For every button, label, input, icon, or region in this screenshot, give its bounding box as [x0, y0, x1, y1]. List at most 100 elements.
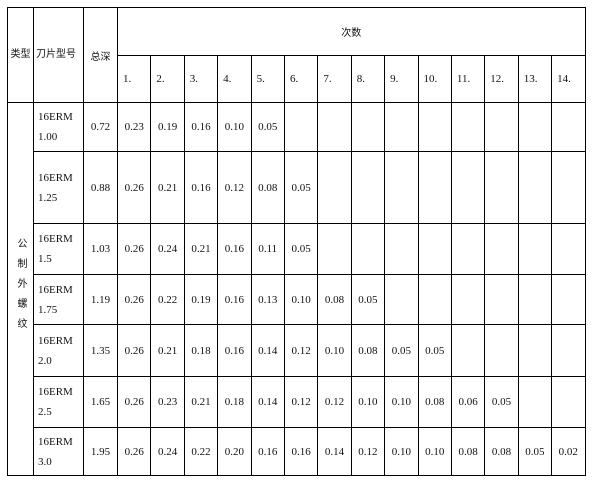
table-row: 16ERM 2.5 1.65 0.26 0.23 0.21 0.18 0.14 0.12 0.1… — [8, 376, 586, 428]
pass-depth-cell: 0.21 — [150, 151, 185, 224]
pass-depth-cell — [384, 274, 419, 325]
pass-depth-cell — [417, 102, 452, 152]
pass-depth-cell — [551, 274, 586, 325]
pass-number-header: 4. — [217, 55, 252, 103]
pass-depth-cell: 0.23 — [116, 102, 152, 152]
pass-number-header: 6. — [283, 55, 319, 103]
pass-depth-cell: 0.21 — [150, 324, 185, 377]
pass-number-header: 2. — [150, 55, 185, 103]
pass-depth-cell: 0.12 — [317, 376, 352, 428]
pass-depth-cell: 0.12 — [283, 324, 319, 377]
total-depth-cell: 0.72 — [83, 102, 118, 152]
table-row: 16ERM 1.75 1.19 0.26 0.22 0.19 0.16 0.13 0.10 0.… — [8, 274, 586, 325]
pass-depth-cell — [551, 376, 586, 428]
pass-depth-cell: 0.16 — [217, 223, 252, 275]
pass-depth-cell: 0.10 — [384, 376, 419, 428]
pass-depth-cell: 0.08 — [250, 151, 285, 224]
pass-depth-cell: 0.05 — [517, 427, 553, 476]
pass-depth-cell: 0.10 — [417, 427, 452, 476]
pass-depth-cell: 0.08 — [450, 427, 486, 476]
pass-depth-cell — [551, 223, 586, 275]
pass-depth-cell — [484, 324, 519, 377]
pass-depth-cell — [517, 324, 553, 377]
pass-depth-cell: 0.19 — [150, 102, 185, 152]
pass-depth-cell: 0.16 — [283, 427, 319, 476]
type-value: 公制外螺纹 — [15, 237, 26, 338]
table-row: 公制外螺纹 16ERM 1.00 0.72 0.23 0.19 0.16 0.10 0.05 — [7, 102, 586, 476]
table-row: 16ERM 1.5 1.03 0.26 0.24 0.21 0.16 0.11 0.05 — [8, 223, 586, 275]
pass-number-header: 13. — [517, 55, 553, 103]
pass-number-header: 1. — [116, 55, 152, 103]
pass-number-header: 11. — [450, 55, 486, 103]
total-depth-cell: 1.95 — [83, 427, 118, 476]
pass-depth-cell: 0.06 — [450, 376, 486, 428]
blade-model-cell: 16ERM 2.0 — [33, 324, 84, 377]
pass-depth-cell: 0.08 — [350, 324, 386, 377]
pass-depth-cell — [450, 223, 486, 275]
pass-depth-cell — [551, 102, 586, 152]
pass-depth-cell: 0.05 — [283, 223, 319, 275]
pass-depth-cell: 0.10 — [350, 376, 386, 428]
pass-depth-cell — [484, 223, 519, 275]
pass-depth-cell — [517, 102, 553, 152]
passes-header: 次数 — [117, 7, 586, 56]
total-depth-cell: 1.35 — [83, 324, 118, 377]
pass-depth-cell — [517, 274, 553, 325]
pass-depth-cell — [384, 223, 419, 275]
pass-depth-cell: 0.26 — [116, 324, 152, 377]
pass-depth-cell — [317, 151, 352, 224]
pass-number-header: 14. — [551, 55, 586, 103]
table-row: 16ERM 2.0 1.35 0.26 0.21 0.18 0.16 0.14 0.12 0.1… — [8, 324, 586, 377]
pass-depth-cell: 0.10 — [217, 102, 252, 152]
pass-depth-cell — [484, 274, 519, 325]
pass-depth-cell — [551, 324, 586, 377]
pass-depth-cell: 0.22 — [150, 274, 185, 325]
pass-depth-cell: 0.26 — [116, 376, 152, 428]
pass-depth-cell: 0.10 — [283, 274, 319, 325]
pass-depth-cell: 0.14 — [250, 376, 285, 428]
pass-depth-cell — [450, 102, 486, 152]
pass-depth-cell: 0.26 — [116, 223, 152, 275]
pass-depth-cell: 0.26 — [116, 274, 152, 325]
pass-depth-cell — [517, 376, 553, 428]
pass-depth-cell — [317, 223, 352, 275]
pass-depth-cell: 0.05 — [417, 324, 452, 377]
pass-depth-cell — [417, 274, 452, 325]
pass-depth-cell: 0.11 — [250, 223, 285, 275]
pass-depth-cell: 0.05 — [384, 324, 419, 377]
pass-depth-cell: 0.08 — [484, 427, 519, 476]
pass-depth-cell: 0.20 — [217, 427, 252, 476]
pass-depth-cell: 0.05 — [484, 376, 519, 428]
blade-model-cell: 16ERM 2.5 — [33, 376, 84, 428]
pass-number-header: 8. — [350, 55, 386, 103]
pass-depth-cell: 0.18 — [217, 376, 252, 428]
pass-depth-cell: 0.16 — [183, 102, 219, 152]
total-depth-header: 总深 — [83, 7, 118, 103]
pass-depth-cell: 0.23 — [150, 376, 185, 428]
pass-depth-cell: 0.14 — [317, 427, 352, 476]
pass-depth-cell: 0.24 — [150, 427, 185, 476]
total-depth-cell: 0.88 — [83, 151, 118, 224]
total-depth-cell: 1.03 — [83, 223, 118, 275]
blade-model-cell: 16ERM 1.25 — [33, 151, 84, 224]
pass-depth-cell — [283, 102, 319, 152]
total-depth-cell: 1.19 — [83, 274, 118, 325]
pass-depth-cell: 0.05 — [250, 102, 285, 152]
pass-depth-cell: 0.12 — [217, 151, 252, 224]
pass-depth-cell: 0.05 — [283, 151, 319, 224]
type-header: 类型 — [7, 7, 34, 103]
pass-number-header: 7. — [317, 55, 352, 103]
pass-depth-cell: 0.21 — [183, 223, 219, 275]
pass-depth-cell: 0.08 — [317, 274, 352, 325]
pass-number-header: 12. — [484, 55, 519, 103]
pass-depth-cell: 0.22 — [183, 427, 219, 476]
type-cell: 公制外螺纹 — [7, 102, 34, 476]
pass-depth-cell: 0.21 — [183, 376, 219, 428]
pass-number-header: 10. — [417, 55, 452, 103]
pass-depth-cell — [517, 151, 553, 224]
pass-depth-cell: 0.13 — [250, 274, 285, 325]
pass-depth-cell — [450, 151, 486, 224]
pass-depth-cell — [450, 324, 486, 377]
pass-depth-cell: 0.16 — [183, 151, 219, 224]
pass-depth-cell: 0.10 — [384, 427, 419, 476]
